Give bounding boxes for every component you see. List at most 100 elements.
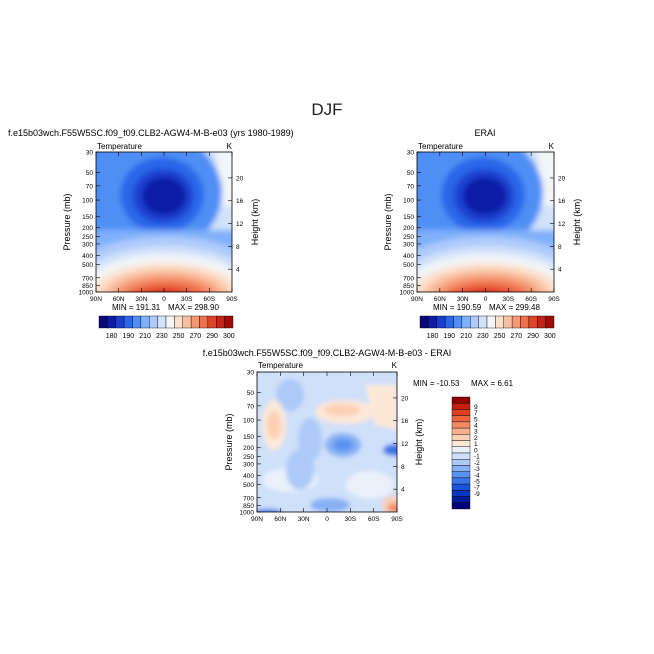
diff-colorbar-label: -9 bbox=[474, 491, 480, 498]
erai-colorbar-swatch bbox=[486, 315, 496, 329]
diff-colorbar-swatch bbox=[451, 440, 471, 447]
diff-lat-label: 60S bbox=[368, 516, 380, 523]
erai-lat-label: 90N bbox=[411, 296, 423, 303]
diff-colorbar-label: 4 bbox=[474, 423, 478, 430]
model-colorbar-label: 250 bbox=[173, 333, 185, 340]
model-ptick-label: 850 bbox=[82, 283, 93, 290]
panel-model-units: K bbox=[227, 142, 233, 151]
diff-ptick-label: 30 bbox=[247, 370, 255, 377]
model-ptick-label: 100 bbox=[82, 198, 93, 205]
erai-ptick-label: 500 bbox=[403, 262, 414, 269]
model-lat-label: 90S bbox=[226, 296, 238, 303]
panel-diff-min: MIN = -10.53 bbox=[413, 379, 460, 388]
diff-colorbar-label: -2 bbox=[474, 460, 480, 467]
model-htick-label: 4 bbox=[236, 267, 240, 274]
model-htick-label: 8 bbox=[236, 244, 240, 251]
diff-colorbar-swatch bbox=[451, 483, 471, 491]
model-colorbar-swatch bbox=[207, 315, 217, 329]
figure-title: DJF bbox=[311, 100, 342, 119]
model-ptick-label: 700 bbox=[82, 275, 93, 282]
diff-colorbar-swatch bbox=[451, 502, 471, 510]
model-colorbar-swatch bbox=[107, 315, 116, 329]
erai-colorbar-swatch bbox=[470, 315, 479, 329]
diff-colorbar-swatch bbox=[451, 446, 471, 454]
diff-colorbar-swatch bbox=[451, 471, 471, 479]
diff-colorbar-label: -3 bbox=[474, 466, 480, 473]
diff-lat-label: 30S bbox=[345, 516, 357, 523]
erai-colorbar-swatch bbox=[503, 315, 513, 329]
erai-ptick-label: 150 bbox=[403, 214, 414, 221]
erai-colorbar-label: 210 bbox=[460, 333, 472, 340]
erai-colorbar-swatch bbox=[528, 315, 538, 329]
diff-lat-label: 0 bbox=[325, 516, 329, 523]
diff-htick-label: 20 bbox=[401, 395, 409, 402]
diff-colorbar-swatch bbox=[451, 477, 471, 485]
erai-colorbar-swatch bbox=[428, 315, 437, 329]
model-lat-label: 0 bbox=[162, 296, 166, 303]
erai-lat-label: 90S bbox=[548, 296, 560, 303]
diff-colorbar-swatch bbox=[451, 465, 471, 472]
diff-ptick-label: 850 bbox=[243, 503, 254, 510]
model-ptick-label: 70 bbox=[86, 183, 94, 190]
diff-colorbar-swatch bbox=[451, 421, 471, 429]
erai-htick-label: 8 bbox=[558, 244, 562, 251]
panel-diff-ylabel: Pressure (mb) bbox=[224, 413, 234, 470]
panel-model-ylabel-right: Height (km) bbox=[250, 199, 260, 246]
erai-colorbar-swatch bbox=[419, 315, 429, 329]
panel-diff-max: MAX = 6.61 bbox=[471, 379, 514, 388]
diff-ptick-label: 70 bbox=[247, 403, 255, 410]
diff-lat-label: 90N bbox=[251, 516, 263, 523]
panel-model: f.e15b03wch.F55W5SC.f09_f09.CLB2-AGW4-M-… bbox=[8, 128, 294, 340]
model-colorbar-swatch bbox=[157, 315, 167, 329]
diff-htick-label: 12 bbox=[401, 441, 409, 448]
erai-colorbar-label: 180 bbox=[427, 333, 439, 340]
diff-ptick-label: 200 bbox=[243, 445, 254, 452]
diff-colorbar-swatch bbox=[451, 459, 471, 466]
panel-diff-ylabel-right: Height (km) bbox=[414, 419, 424, 466]
erai-ptick-label: 30 bbox=[407, 150, 415, 157]
model-colorbar-swatch bbox=[182, 315, 192, 329]
model-colorbar-label: 230 bbox=[156, 333, 168, 340]
erai-ptick-label: 100 bbox=[403, 198, 414, 205]
erai-colorbar-label: 270 bbox=[510, 333, 522, 340]
diff-ptick-label: 500 bbox=[243, 482, 254, 489]
erai-colorbar-label: 250 bbox=[494, 333, 506, 340]
panel-diff-variable: Temperature bbox=[258, 361, 303, 370]
erai-colorbar-label: 230 bbox=[477, 333, 489, 340]
model-htick-label: 16 bbox=[236, 198, 244, 205]
model-ptick-label: 50 bbox=[86, 170, 94, 177]
model-ptick-label: 250 bbox=[82, 234, 93, 241]
diff-colorbar-label: 2 bbox=[474, 435, 478, 442]
model-colorbar-swatch bbox=[174, 315, 183, 329]
erai-lat-label: 30S bbox=[503, 296, 515, 303]
diff-colorbar-swatch bbox=[451, 409, 471, 416]
erai-colorbar-swatch bbox=[461, 315, 471, 329]
diff-colorbar-label: 0 bbox=[474, 447, 478, 454]
erai-colorbar-swatch bbox=[511, 315, 521, 329]
model-lat-label: 60S bbox=[204, 296, 216, 303]
panel-model-ylabel: Pressure (mb) bbox=[62, 193, 72, 250]
panel-erai-variable: Temperature bbox=[418, 142, 463, 151]
diff-colorbar-swatch bbox=[451, 490, 471, 497]
model-ptick-label: 200 bbox=[82, 225, 93, 232]
panel-erai-units: K bbox=[549, 142, 555, 151]
erai-colorbar-swatch bbox=[495, 315, 504, 329]
diff-ptick-label: 700 bbox=[243, 495, 254, 502]
panel-erai-ylabel: Pressure (mb) bbox=[383, 193, 393, 250]
panel-erai-colorbar: 180 190 210 230 250 270 290 300 bbox=[419, 315, 556, 340]
erai-colorbar-swatch bbox=[478, 315, 488, 329]
diff-colorbar-swatch bbox=[451, 496, 471, 503]
model-lat-label: 90N bbox=[90, 296, 102, 303]
diff-colorbar-swatch bbox=[451, 415, 471, 423]
model-htick-label: 12 bbox=[236, 221, 244, 228]
model-lat-label: 30N bbox=[135, 296, 147, 303]
diff-colorbar-swatch bbox=[451, 434, 471, 441]
diff-colorbar-label: -7 bbox=[474, 485, 480, 492]
diff-colorbar-label: -1 bbox=[474, 454, 480, 461]
erai-htick-label: 12 bbox=[558, 221, 566, 228]
panel-diff: f.e15b03wch.F55W5SC.f09_f09.CLB2-AGW4-M-… bbox=[203, 348, 514, 523]
model-colorbar-swatch bbox=[199, 315, 209, 329]
panel-model-variable: Temperature bbox=[97, 142, 142, 151]
diff-htick-label: 8 bbox=[401, 464, 405, 471]
panel-erai-contours bbox=[417, 152, 554, 292]
